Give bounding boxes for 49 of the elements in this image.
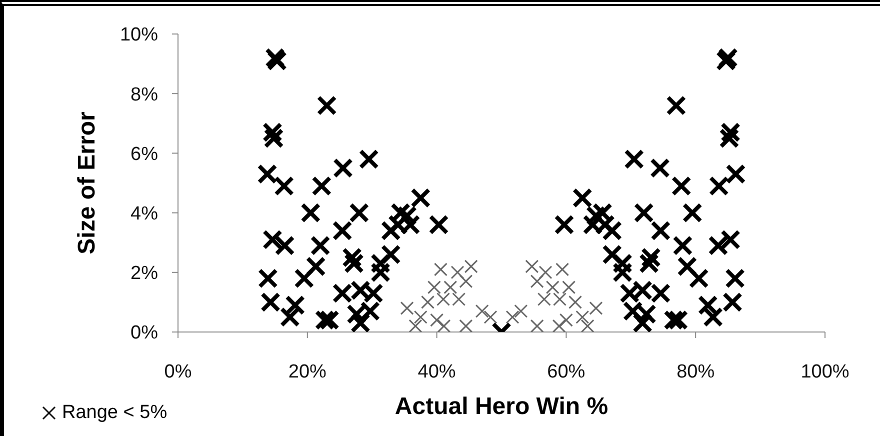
- point: [408, 319, 422, 332]
- point: [576, 310, 590, 324]
- point: [436, 292, 450, 306]
- point: [459, 319, 473, 332]
- x-tick-label: 40%: [418, 361, 456, 382]
- point: [437, 319, 451, 332]
- y-tick-label: 6%: [130, 144, 158, 165]
- point: [414, 310, 428, 324]
- x-tick-label: 100%: [800, 361, 850, 382]
- point: [546, 280, 560, 294]
- point: [538, 266, 552, 280]
- point: [525, 260, 539, 274]
- point: [537, 292, 551, 306]
- point: [568, 295, 582, 309]
- x-tick-label: 80%: [676, 361, 715, 382]
- point: [420, 295, 434, 309]
- y-tick-label: 4%: [130, 204, 158, 225]
- point: [464, 260, 478, 274]
- point: [580, 319, 594, 332]
- point: [559, 313, 573, 327]
- y-tick-label: 0%: [130, 322, 158, 344]
- point: [427, 280, 441, 294]
- point: [400, 301, 414, 315]
- point: [530, 319, 544, 332]
- point: [430, 313, 444, 327]
- point: [562, 280, 576, 294]
- y-tick-label: 10%: [120, 24, 158, 46]
- point: [552, 292, 566, 306]
- point: [552, 319, 566, 332]
- y-tick-label: 2%: [130, 263, 158, 284]
- y-axis-title: Size of Error: [74, 112, 101, 254]
- x-tick-label: 20%: [288, 361, 327, 382]
- point: [444, 280, 458, 294]
- x-tick-label: 0%: [164, 361, 192, 382]
- point: [589, 301, 603, 315]
- point: [556, 262, 570, 276]
- point: [506, 310, 520, 324]
- point: [484, 310, 498, 324]
- point: [475, 304, 489, 318]
- x-axis-title: Actual Hero Win %: [394, 393, 608, 420]
- point: [514, 304, 528, 318]
- point: [434, 262, 448, 276]
- point: [530, 274, 544, 288]
- legend-label: Range < 5%: [62, 402, 168, 424]
- point: [452, 292, 466, 306]
- y-tick-label: 8%: [130, 84, 158, 106]
- x-tick-label: 60%: [547, 361, 586, 382]
- point: [450, 266, 464, 280]
- point: [459, 274, 473, 288]
